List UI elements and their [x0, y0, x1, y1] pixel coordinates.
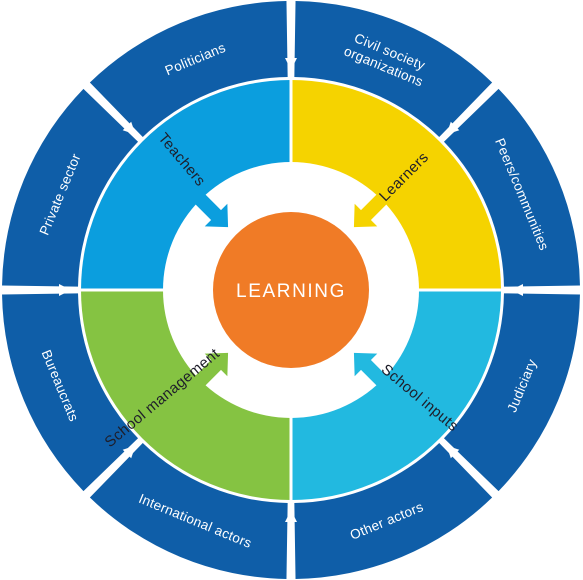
learning-circle [213, 212, 369, 368]
outer-segment [443, 293, 580, 492]
outer-segment [294, 1, 493, 138]
inner-arrows [189, 188, 393, 392]
outer-arrows [4, 3, 578, 577]
outer-segment [443, 88, 580, 287]
outer-segment [2, 293, 139, 492]
outer-arrow [446, 445, 495, 494]
outer-segment [89, 442, 288, 579]
center-label: LEARNING [236, 281, 346, 302]
outer-arrow [285, 3, 297, 70]
outer-segment [89, 1, 288, 138]
center-circle: LEARNING [213, 212, 369, 368]
arrow-learners [353, 188, 393, 228]
arrow-school-management [189, 352, 229, 392]
outer-segment [294, 442, 493, 579]
outer-arrow [285, 510, 297, 577]
outer-arrow [4, 284, 71, 296]
outer-arrow [511, 284, 578, 296]
arrow-school-inputs [353, 352, 393, 392]
outer-segment [2, 88, 139, 287]
arrow-teachers [189, 188, 229, 228]
